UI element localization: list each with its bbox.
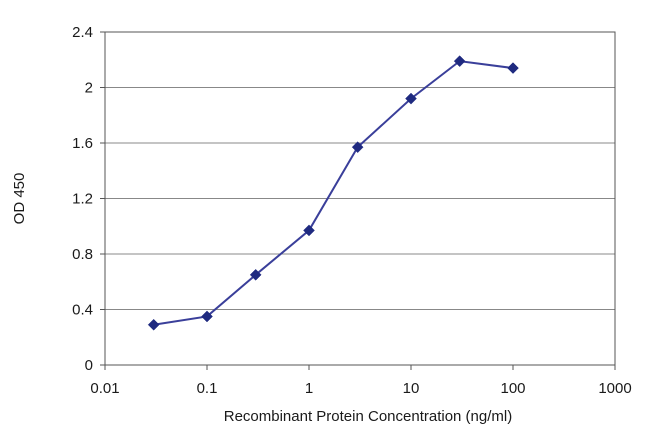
x-tick-label: 1 — [305, 380, 313, 397]
series-line — [153, 60, 514, 326]
y-tick-label: 0 — [85, 357, 93, 374]
y-tick-label: 2.4 — [72, 24, 93, 41]
y-tick-label: 1.2 — [72, 191, 93, 208]
x-tick-label: 1000 — [598, 380, 631, 397]
data-point — [453, 55, 466, 67]
data-point — [147, 318, 160, 331]
series-layer — [147, 55, 519, 331]
data-point — [303, 224, 315, 237]
data-point — [507, 62, 519, 74]
data-point — [249, 268, 262, 281]
x-axis-title: Recombinant Protein Concentration (ng/ml… — [224, 408, 512, 425]
y-tick-label: 1.6 — [72, 135, 93, 152]
x-tick-label: 0.1 — [197, 380, 218, 397]
x-tick-label: 0.01 — [90, 380, 119, 397]
data-point — [405, 92, 417, 105]
y-tick-label: 0.8 — [72, 246, 93, 263]
y-axis-ticks: 0 0.4 0.8 1.2 1.6 2 2.4 — [72, 24, 105, 374]
y-tick-label: 2 — [85, 80, 93, 97]
gridlines — [105, 87, 615, 310]
data-point — [201, 310, 213, 323]
x-tick-label: 100 — [500, 380, 525, 397]
x-axis-ticks: 0.01 0.1 1 10 100 1000 — [90, 365, 632, 397]
x-tick-label: 10 — [403, 380, 420, 397]
y-axis-title: OD 450 — [11, 173, 28, 225]
y-tick-label: 0.4 — [72, 302, 93, 319]
data-point — [351, 141, 364, 154]
